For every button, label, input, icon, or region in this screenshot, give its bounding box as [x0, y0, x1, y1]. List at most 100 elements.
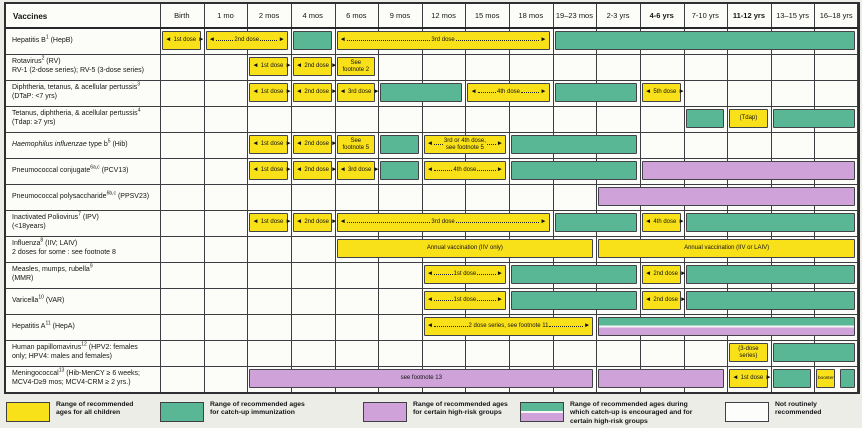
range-arrow-left-icon: ◄ [339, 88, 346, 96]
dose-range: ◄ 5th dose ► [643, 89, 685, 96]
column-header: 12 mos [431, 11, 456, 20]
grid-vline [552, 4, 554, 392]
grid-vline [509, 4, 510, 392]
hib-yellow-bar: See footnote 5 [336, 135, 376, 154]
range-arrow-left-icon: ◄ [165, 36, 172, 44]
row-divider [6, 80, 858, 81]
column-header: 6 mos [346, 11, 367, 20]
range-arrow-left-icon: ◄ [252, 88, 259, 96]
row-divider [6, 262, 858, 263]
varicella-dose-bar: ◄ 1st dose ► [423, 291, 506, 310]
range-arrow-right-icon: ► [285, 140, 292, 148]
range-arrow-right-icon: ► [278, 36, 285, 44]
dtap-dose-bar: ◄ 3rd dose ► [336, 83, 380, 102]
ipv-dose-bar: ◄ 1st dose ► [249, 213, 292, 232]
grid-vline [378, 4, 380, 392]
vaccine-label-hepatitis-a: Hepatitis A11 (HepA) [12, 320, 75, 330]
dtap-dose-bar: ◄ 2nd dose ► [292, 83, 337, 102]
vaccine-label-hepatitis-b: Hepatitis B1 (HepB) [12, 34, 73, 44]
grid-vline [203, 4, 205, 392]
hepatitis-a-split-bar [598, 317, 855, 336]
legend-label: Range of recommended ages for certain hig… [413, 401, 508, 417]
hepatitis-b-dose-bar: ◄ 3rd dose ► [336, 31, 550, 50]
dose-range: ◄ 1st dose ► [250, 88, 292, 96]
dose-label: 3rd dose [347, 167, 372, 174]
rotavirus-yellow-bar: See footnote 2 [336, 57, 376, 76]
column-header: 18 mos [518, 11, 544, 20]
range-arrow-right-icon: ► [678, 218, 685, 226]
column-header: 9 mos [389, 11, 411, 20]
mmr-green-bar [511, 265, 637, 284]
dose-label: 2nd dose [304, 167, 330, 174]
pcv13-green-bar [511, 161, 637, 180]
hepatitis-b-green-bar [554, 31, 855, 50]
dose-range: ◄ 4th dose ► [468, 89, 548, 96]
vaccine-label-mmr: Measles, mumps, rubella9 (MMR) [12, 264, 93, 282]
dose-label: 1st dose [740, 375, 764, 382]
row-divider [6, 184, 858, 185]
vaccine-label-hpv: Human papillomavirus12 (HPV2: females onl… [12, 342, 138, 360]
legend-label: Not routinely recommended [775, 401, 822, 417]
vaccine-label-meningococcal: Meningococcal13 (Hib-MenCY ≥ 6 weeks; MCV… [12, 368, 140, 386]
range-arrow-right-icon: ► [540, 218, 547, 226]
influenza-yellow-bar: Annual vaccination (IIV or LAIV) [598, 239, 855, 258]
mmr-dose-bar: ◄ 2nd dose ► [641, 265, 687, 284]
influenza-yellow-bar: Annual vaccination (IIV only) [336, 239, 594, 258]
row-divider [6, 210, 858, 211]
bar-label: see footnote 13 [400, 375, 442, 382]
dose-label: 1st dose [260, 167, 284, 174]
row-divider [6, 288, 858, 289]
dose-range: ◄ 2nd dose ► [294, 141, 338, 148]
dtap-green-bar [380, 83, 463, 102]
dose-label: 1st dose [260, 89, 284, 96]
dose-range: ◄ 1st dose ► [163, 36, 205, 44]
meningococcal-dose-bar: ◄ 1st dose ► [729, 369, 772, 388]
pcv13-green-bar [380, 161, 419, 180]
meningococcal-green-bar [840, 369, 855, 388]
hepatitis-b-dose-bar: ◄ 2nd dose ► [205, 31, 288, 50]
bar-label: (3-dose series) [738, 345, 759, 359]
range-arrow-left-icon: ◄ [339, 36, 346, 44]
hib-green-bar [380, 135, 419, 154]
vaccine-label-dtap: Diphtheria, tetanus, & acellular pertuss… [12, 82, 141, 100]
dose-range: ◄ 2 dose series, see footnote 11 ► [425, 323, 593, 330]
hpv-green-bar [772, 343, 855, 362]
grid-vline [421, 4, 423, 392]
range-arrow-right-icon: ► [680, 270, 687, 278]
range-arrow-left-icon: ◄ [295, 88, 303, 96]
range-arrow-left-icon: ◄ [295, 166, 303, 174]
column-header: 11-12 yrs [732, 11, 765, 20]
range-arrow-left-icon: ◄ [470, 88, 477, 96]
range-arrow-right-icon: ► [496, 296, 503, 304]
dose-label: 4th dose [496, 89, 521, 96]
range-arrow-left-icon: ◄ [252, 166, 259, 174]
grid-vline [857, 4, 858, 392]
range-arrow-left-icon: ◄ [252, 218, 259, 226]
ppsv23-purple-bar [598, 187, 855, 206]
dose-range: ◄ 3rd dose ► [338, 37, 549, 44]
dose-label: 1st dose [260, 141, 284, 148]
mmr-dose-bar: ◄ 1st dose ► [423, 265, 506, 284]
dose-range: ◄ 1st dose ► [425, 297, 505, 304]
vaccine-label-varicella: Varicella10 (VAR) [12, 294, 65, 304]
range-arrow-right-icon: ► [285, 88, 292, 96]
range-arrow-left-icon: ◄ [339, 218, 346, 226]
column-header: 1 mo [217, 11, 234, 20]
hepatitis-b-green-bar [292, 31, 332, 50]
dose-label: 1st dose [453, 271, 477, 278]
bar-label: See footnote 2 [342, 59, 370, 73]
dose-label: 2nd dose [304, 219, 330, 226]
vaccine-label-rotavirus: Rotavirus2 (RV) RV-1 (2-dose series); RV-… [12, 56, 145, 74]
grid-vline [596, 4, 598, 392]
vaccine-label-influenza: Influenza8 (IIV; LAIV) 2 doses for some :… [12, 238, 116, 256]
range-arrow-left-icon: ◄ [208, 36, 216, 44]
dose-range: ◄ 1st dose ► [250, 63, 292, 70]
dtap-dose-bar: ◄ 1st dose ► [249, 83, 292, 102]
dose-range: ◄ 2nd dose ► [643, 297, 687, 304]
hepatitis-a-dose-bar: ◄ 2 dose series, see footnote 11 ► [423, 317, 594, 336]
range-arrow-right-icon: ► [198, 36, 205, 44]
range-arrow-right-icon: ► [331, 166, 338, 174]
row-divider [6, 340, 858, 341]
dose-range: ◄ 2nd dose ► [643, 271, 687, 278]
dose-label: 2nd dose [304, 89, 330, 96]
